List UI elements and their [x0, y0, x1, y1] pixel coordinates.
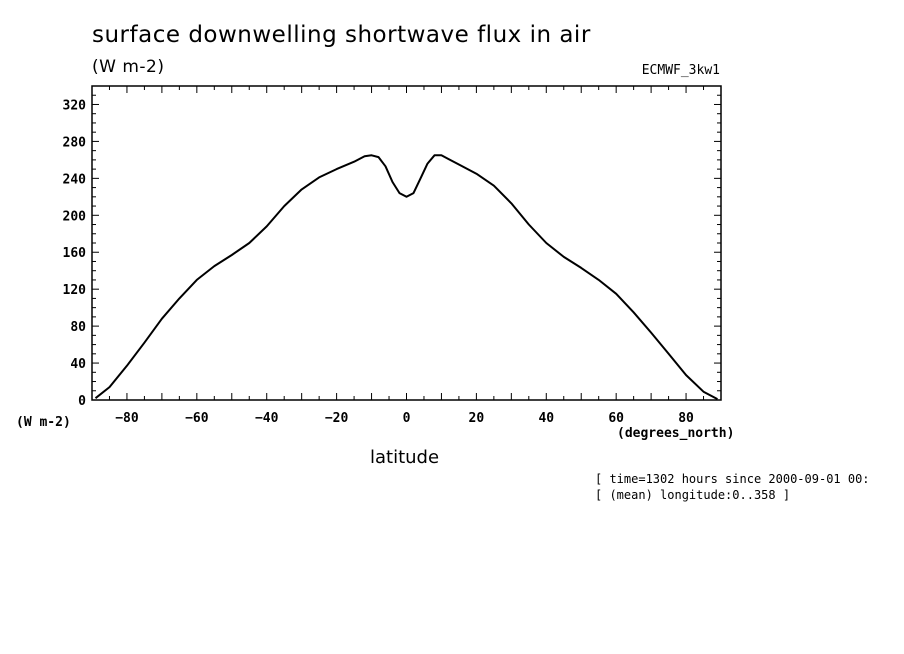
y-tick-label: 200 — [63, 209, 87, 224]
x-tick-label: 40 — [538, 411, 554, 426]
chart-units: (W m-2) — [92, 57, 165, 77]
y-tick-label: 160 — [63, 246, 87, 261]
x-axis-units: (degrees_north) — [617, 426, 735, 441]
x-axis-label: latitude — [370, 447, 440, 468]
x-tick-label: 0 — [403, 411, 411, 426]
y-tick-label: 280 — [63, 135, 87, 150]
dataset-label: ECMWF_3kw1 — [641, 63, 720, 78]
x-tick-label: −40 — [255, 411, 279, 426]
y-tick-label: 40 — [70, 357, 86, 372]
y-tick-label: 80 — [70, 320, 86, 335]
y-tick-label: 0 — [78, 394, 86, 409]
footer-time: [ time=1302 hours since 2000-09-01 00: — [595, 472, 870, 486]
x-tick-label: −80 — [115, 411, 139, 426]
y-axis-units: (W m-2) — [16, 415, 71, 430]
x-tick-label: 80 — [678, 411, 694, 426]
series-line — [94, 154, 718, 400]
x-tick-label: 60 — [608, 411, 624, 426]
x-tick-label: −20 — [325, 411, 349, 426]
x-tick-label: −60 — [185, 411, 209, 426]
y-tick-label: 240 — [63, 172, 87, 187]
y-tick-label: 320 — [63, 98, 87, 113]
x-axis: −80 −60 −40 −20 0 20 40 60 80 — [91, 86, 722, 426]
y-axis: 0 40 80 120 160 200 240 280 320 — [63, 85, 721, 409]
footer-longitude: [ (mean) longitude:0..358 ] — [595, 488, 791, 502]
x-tick-label: 20 — [469, 411, 485, 426]
plot-frame — [91, 85, 722, 401]
chart-title: surface downwelling shortwave flux in ai… — [92, 22, 591, 48]
y-tick-label: 120 — [63, 283, 87, 298]
